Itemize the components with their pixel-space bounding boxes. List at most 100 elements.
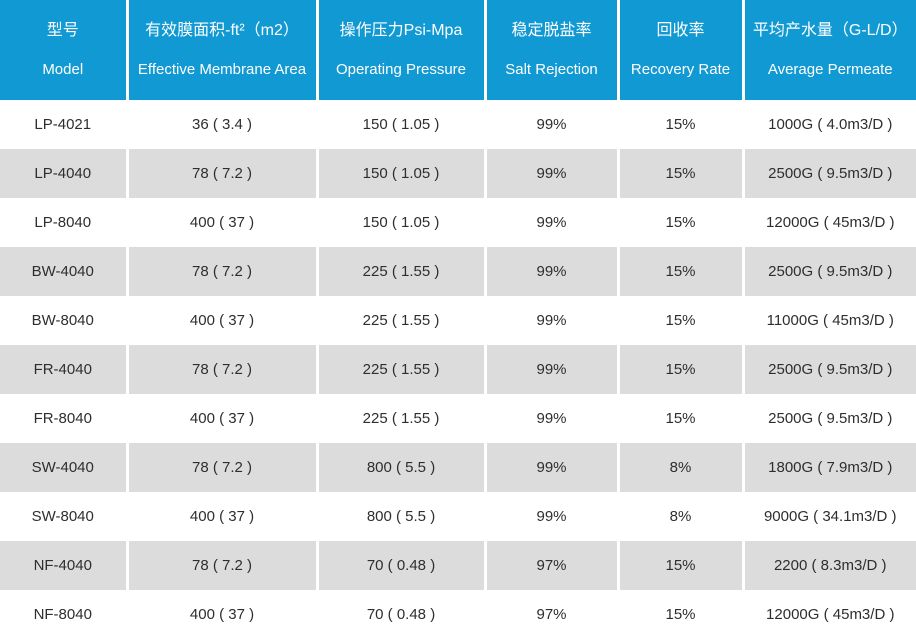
table-row: FR-8040 400 ( 37 ) 225 ( 1.55 ) 99% 15% … bbox=[0, 394, 916, 443]
cell-average-permeate: 2500G ( 9.5m3/D ) bbox=[768, 410, 893, 427]
col-header-operating-pressure-zh: 操作压力Psi-Mpa bbox=[339, 22, 463, 39]
col-header-salt-rejection-en: Salt Rejection bbox=[505, 61, 598, 78]
cell-average-permeate: 2500G ( 9.5m3/D ) bbox=[768, 263, 893, 280]
cell-operating-pressure: 225 ( 1.55 ) bbox=[317, 394, 487, 443]
table-row: SW-4040 78 ( 7.2 ) 800 ( 5.5 ) 99% 8% 18… bbox=[0, 443, 916, 492]
cell-membrane-area: 78 ( 7.2 ) bbox=[127, 149, 319, 198]
cell-average-permeate: 9000G ( 34.1m3/D ) bbox=[763, 508, 897, 525]
col-header-recovery-rate-en: Recovery Rate bbox=[630, 61, 731, 78]
cell-operating-pressure: 70 ( 0.48 ) bbox=[317, 541, 487, 590]
cell-model: FR-4040 bbox=[0, 345, 129, 394]
table-row: FR-4040 78 ( 7.2 ) 225 ( 1.55 ) 99% 15% … bbox=[0, 345, 916, 394]
table-body: LP-4021 36 ( 3.4 ) 150 ( 1.05 ) 99% 15% … bbox=[0, 100, 916, 639]
cell-membrane-area: 400 ( 37 ) bbox=[127, 590, 319, 639]
cell-recovery-rate: 8% bbox=[618, 492, 745, 541]
col-header-recovery-rate: 回收率 Recovery Rate bbox=[618, 0, 745, 100]
col-header-operating-pressure: 操作压力Psi-Mpa Operating Pressure bbox=[317, 0, 487, 100]
cell-operating-pressure: 225 ( 1.55 ) bbox=[317, 345, 487, 394]
cell-recovery-rate: 15% bbox=[618, 394, 745, 443]
cell-model: SW-8040 bbox=[0, 492, 129, 541]
cell-membrane-area: 400 ( 37 ) bbox=[127, 394, 319, 443]
table-header: 型号 Model 有效膜面积-ft²（m2） Effective Membran… bbox=[0, 0, 916, 100]
cell-recovery-rate: 15% bbox=[618, 541, 745, 590]
cell-membrane-area: 78 ( 7.2 ) bbox=[127, 443, 319, 492]
cell-recovery-rate: 15% bbox=[618, 247, 745, 296]
col-header-operating-pressure-en: Operating Pressure bbox=[335, 61, 467, 78]
col-header-average-permeate-zh: 平均产水量（G-L/D） bbox=[752, 22, 908, 39]
cell-model: LP-4040 bbox=[0, 149, 129, 198]
cell-salt-rejection: 99% bbox=[485, 100, 620, 149]
cell-membrane-area: 400 ( 37 ) bbox=[127, 198, 319, 247]
cell-average-permeate: 2500G ( 9.5m3/D ) bbox=[768, 165, 893, 182]
table-row: SW-8040 400 ( 37 ) 800 ( 5.5 ) 99% 8% 90… bbox=[0, 492, 916, 541]
cell-salt-rejection: 99% bbox=[485, 198, 620, 247]
header-row: 型号 Model 有效膜面积-ft²（m2） Effective Membran… bbox=[0, 0, 916, 100]
cell-operating-pressure: 150 ( 1.05 ) bbox=[317, 149, 487, 198]
col-header-membrane-area: 有效膜面积-ft²（m2） Effective Membrane Area bbox=[127, 0, 319, 100]
cell-operating-pressure: 800 ( 5.5 ) bbox=[317, 492, 487, 541]
cell-average-permeate: 1000G ( 4.0m3/D ) bbox=[768, 116, 893, 133]
cell-model: FR-8040 bbox=[0, 394, 129, 443]
cell-salt-rejection: 99% bbox=[485, 394, 620, 443]
table-row: BW-8040 400 ( 37 ) 225 ( 1.55 ) 99% 15% … bbox=[0, 296, 916, 345]
cell-salt-rejection: 99% bbox=[485, 247, 620, 296]
cell-operating-pressure: 225 ( 1.55 ) bbox=[317, 247, 487, 296]
cell-model: NF-4040 bbox=[0, 541, 129, 590]
col-header-average-permeate: 平均产水量（G-L/D） Average Permeate bbox=[743, 0, 916, 100]
cell-operating-pressure: 800 ( 5.5 ) bbox=[317, 443, 487, 492]
cell-membrane-area: 400 ( 37 ) bbox=[127, 296, 319, 345]
table-row: NF-4040 78 ( 7.2 ) 70 ( 0.48 ) 97% 15% 2… bbox=[0, 541, 916, 590]
cell-average-permeate: 12000G ( 45m3/D ) bbox=[766, 214, 895, 231]
cell-recovery-rate: 15% bbox=[618, 345, 745, 394]
cell-recovery-rate: 15% bbox=[618, 296, 745, 345]
cell-recovery-rate: 15% bbox=[618, 149, 745, 198]
cell-operating-pressure: 70 ( 0.48 ) bbox=[317, 590, 487, 639]
col-header-model-en: Model bbox=[42, 61, 84, 78]
cell-membrane-area: 400 ( 37 ) bbox=[127, 492, 319, 541]
cell-model: BW-8040 bbox=[0, 296, 129, 345]
cell-salt-rejection: 97% bbox=[485, 590, 620, 639]
cell-salt-rejection: 99% bbox=[485, 296, 620, 345]
cell-average-permeate: 12000G ( 45m3/D ) bbox=[766, 606, 895, 623]
cell-membrane-area: 78 ( 7.2 ) bbox=[127, 247, 319, 296]
cell-model: LP-4021 bbox=[0, 100, 129, 149]
cell-recovery-rate: 15% bbox=[618, 590, 745, 639]
col-header-membrane-area-en: Effective Membrane Area bbox=[137, 61, 307, 78]
cell-salt-rejection: 99% bbox=[485, 149, 620, 198]
cell-membrane-area: 78 ( 7.2 ) bbox=[127, 541, 319, 590]
col-header-recovery-rate-zh: 回收率 bbox=[656, 22, 705, 39]
cell-model: SW-4040 bbox=[0, 443, 129, 492]
cell-model: BW-4040 bbox=[0, 247, 129, 296]
cell-average-permeate: 2200 ( 8.3m3/D ) bbox=[773, 557, 887, 574]
col-header-average-permeate-en: Average Permeate bbox=[767, 61, 893, 78]
cell-operating-pressure: 225 ( 1.55 ) bbox=[317, 296, 487, 345]
table-row: BW-4040 78 ( 7.2 ) 225 ( 1.55 ) 99% 15% … bbox=[0, 247, 916, 296]
cell-recovery-rate: 8% bbox=[618, 443, 745, 492]
col-header-model-zh: 型号 bbox=[46, 22, 79, 39]
cell-average-permeate: 1800G ( 7.9m3/D ) bbox=[768, 459, 893, 476]
col-header-model: 型号 Model bbox=[0, 0, 129, 100]
cell-salt-rejection: 97% bbox=[485, 541, 620, 590]
cell-salt-rejection: 99% bbox=[485, 345, 620, 394]
cell-recovery-rate: 15% bbox=[618, 100, 745, 149]
col-header-salt-rejection-zh: 稳定脱盐率 bbox=[511, 22, 592, 39]
cell-salt-rejection: 99% bbox=[485, 492, 620, 541]
cell-operating-pressure: 150 ( 1.05 ) bbox=[317, 198, 487, 247]
cell-average-permeate: 2500G ( 9.5m3/D ) bbox=[768, 361, 893, 378]
cell-salt-rejection: 99% bbox=[485, 443, 620, 492]
cell-recovery-rate: 15% bbox=[618, 198, 745, 247]
cell-membrane-area: 78 ( 7.2 ) bbox=[127, 345, 319, 394]
col-header-membrane-area-zh: 有效膜面积-ft²（m2） bbox=[145, 22, 299, 39]
cell-operating-pressure: 150 ( 1.05 ) bbox=[317, 100, 487, 149]
cell-model: NF-8040 bbox=[0, 590, 129, 639]
table-row: LP-4021 36 ( 3.4 ) 150 ( 1.05 ) 99% 15% … bbox=[0, 100, 916, 149]
table-row: LP-8040 400 ( 37 ) 150 ( 1.05 ) 99% 15% … bbox=[0, 198, 916, 247]
cell-membrane-area: 36 ( 3.4 ) bbox=[127, 100, 319, 149]
cell-model: LP-8040 bbox=[0, 198, 129, 247]
table-row: NF-8040 400 ( 37 ) 70 ( 0.48 ) 97% 15% 1… bbox=[0, 590, 916, 639]
table-row: LP-4040 78 ( 7.2 ) 150 ( 1.05 ) 99% 15% … bbox=[0, 149, 916, 198]
col-header-salt-rejection: 稳定脱盐率 Salt Rejection bbox=[485, 0, 620, 100]
cell-average-permeate: 11000G ( 45m3/D ) bbox=[766, 312, 894, 329]
